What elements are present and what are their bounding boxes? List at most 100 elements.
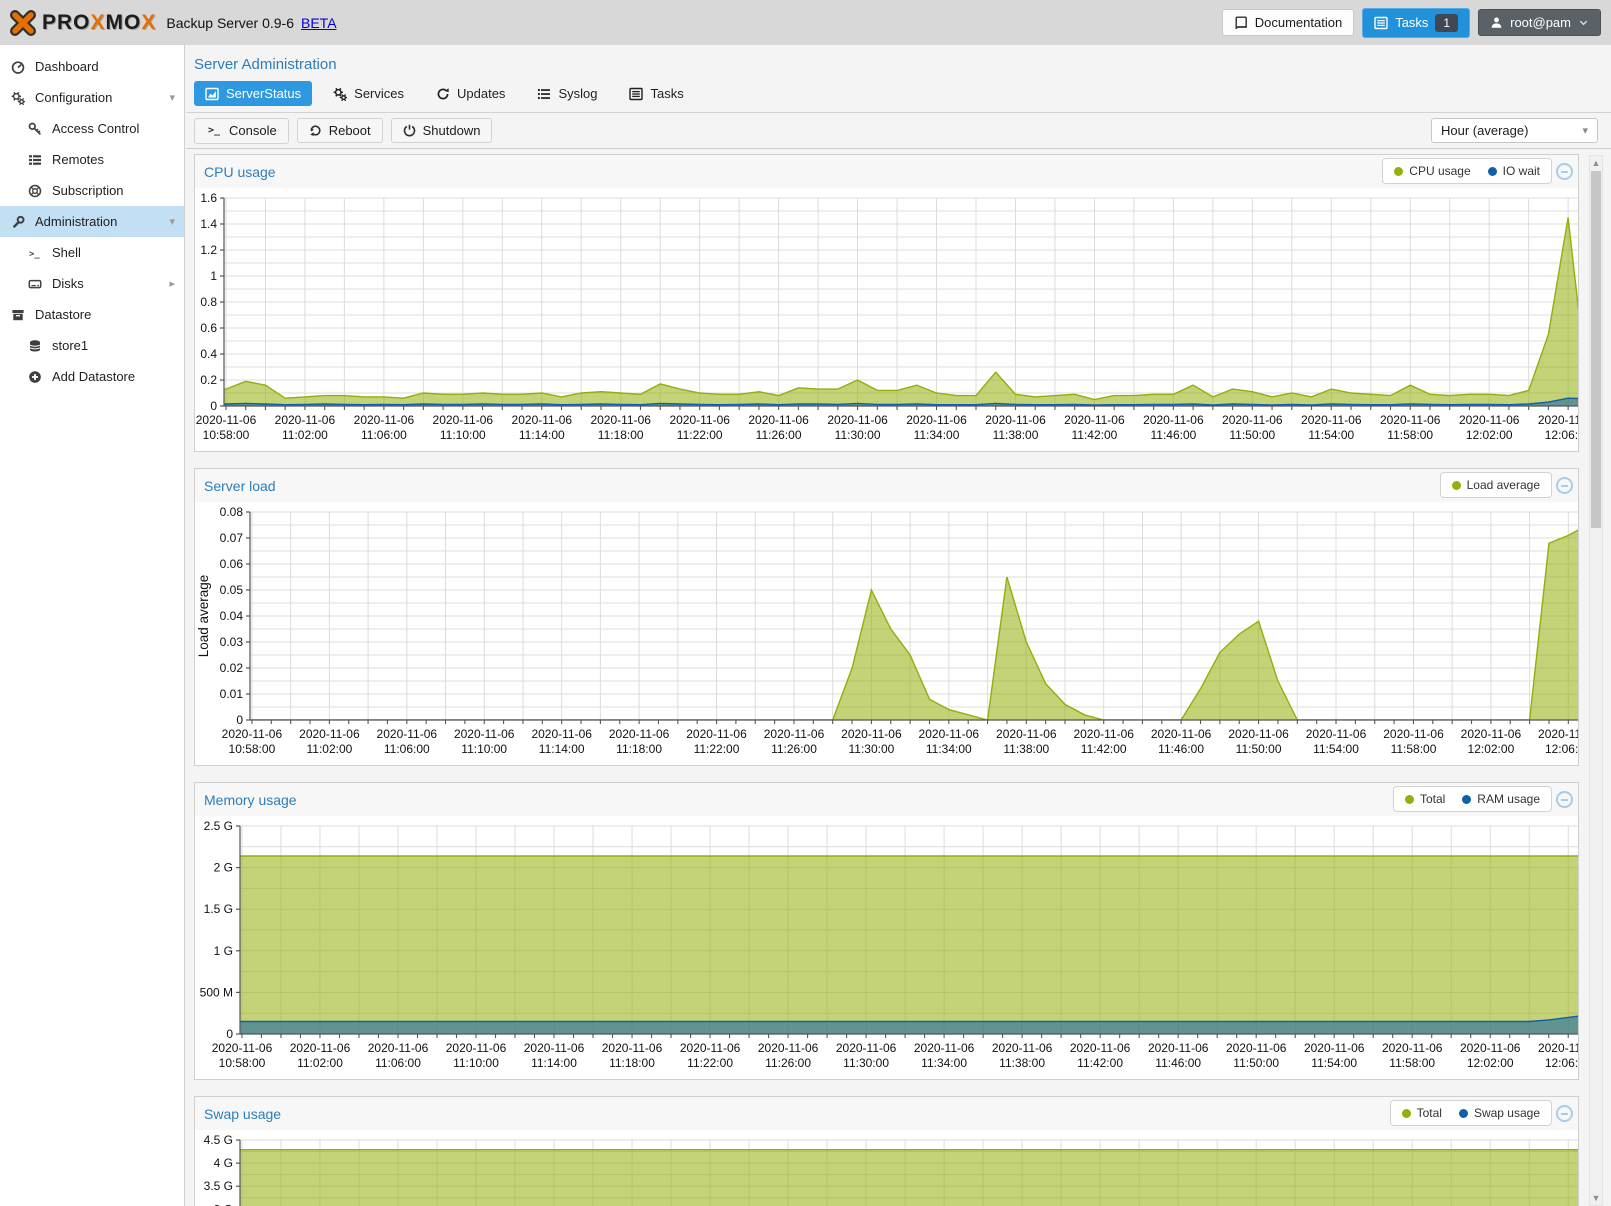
time-range-select[interactable]: Hour (average) ▾ (1431, 118, 1598, 143)
panel-header: CPU usage CPU usage IO wait (195, 155, 1578, 188)
sidebar-item-add-datastore[interactable]: Add Datastore (0, 361, 184, 392)
svg-text:0: 0 (210, 399, 217, 413)
panel-title: Swap usage (204, 1106, 281, 1122)
legend-item[interactable]: Total (1405, 792, 1445, 806)
svg-text:11:42:00: 11:42:00 (1071, 428, 1117, 442)
legend-dot (1462, 795, 1471, 804)
svg-text:1.2: 1.2 (200, 243, 217, 257)
legend-item[interactable]: Swap usage (1459, 1106, 1540, 1120)
sidebar-item-administration[interactable]: Administration▾ (0, 206, 184, 237)
sidebar-item-datastore[interactable]: Datastore (0, 299, 184, 330)
chevron-right-icon[interactable]: ▸ (169, 277, 175, 290)
collapse-panel-icon[interactable] (1556, 163, 1573, 180)
tab-serverstatus[interactable]: ServerStatus (194, 81, 312, 106)
add-datastore-icon (27, 369, 43, 385)
sidebar-item-label: Remotes (52, 152, 104, 167)
documentation-button[interactable]: Documentation (1222, 9, 1354, 36)
sidebar-item-access-control[interactable]: Access Control (0, 113, 184, 144)
panel-title: Memory usage (204, 792, 297, 808)
collapse-panel-icon[interactable] (1556, 477, 1573, 494)
tab-services[interactable]: Services (322, 81, 415, 106)
legend-label: IO wait (1503, 164, 1540, 178)
svg-text:1.4: 1.4 (200, 217, 217, 231)
reboot-button[interactable]: Reboot (297, 118, 383, 143)
scroll-down-arrow[interactable]: ▼ (1590, 1191, 1602, 1205)
beta-link[interactable]: BETA (301, 15, 337, 31)
svg-text:11:06:00: 11:06:00 (384, 742, 430, 756)
svg-text:11:26:00: 11:26:00 (765, 1056, 811, 1070)
chevron-down-icon[interactable]: ▾ (169, 215, 175, 228)
legend-item[interactable]: Total (1402, 1106, 1442, 1120)
gears-icon (333, 87, 347, 101)
legend-item[interactable]: CPU usage (1394, 164, 1470, 178)
svg-text:11:22:00: 11:22:00 (687, 1056, 733, 1070)
legend-dot (1488, 167, 1497, 176)
toolbar: >_ Console Reboot Shutdown Hour (average… (186, 112, 1611, 149)
tab-tasks[interactable]: Tasks (618, 81, 694, 106)
console-button[interactable]: >_ Console (194, 118, 289, 144)
proxmox-x-icon (10, 10, 36, 36)
vertical-scrollbar[interactable]: ▲ ▼ (1589, 155, 1603, 1206)
svg-text:2020-11-06: 2020-11-06 (985, 413, 1046, 427)
product-name: Backup Server 0.9-6 (166, 15, 294, 31)
legend-label: Swap usage (1474, 1106, 1540, 1120)
svg-text:10:58:00: 10:58:00 (203, 428, 250, 442)
store-icon (27, 338, 43, 354)
cpu-usage-panel: CPU usage CPU usage IO wait 00.20.40.60.… (194, 154, 1579, 452)
sidebar-item-remotes[interactable]: Remotes (0, 144, 184, 175)
sidebar-item-label: Subscription (52, 183, 124, 198)
access-control-icon (27, 121, 43, 137)
svg-text:2020-11-06: 2020-11-06 (1538, 413, 1578, 427)
legend-label: Total (1420, 792, 1445, 806)
svg-text:2020-11-06: 2020-11-06 (1222, 413, 1283, 427)
tab-updates[interactable]: Updates (425, 81, 516, 106)
svg-text:0: 0 (236, 713, 243, 727)
collapse-panel-icon[interactable] (1556, 1105, 1573, 1122)
legend-item[interactable]: Load average (1452, 478, 1540, 492)
memory-usage-chart: 0500 M1 G1.5 G2 G2.5 G2020-11-0610:58:00… (195, 816, 1578, 1079)
svg-text:12:02:00: 12:02:00 (1466, 428, 1513, 442)
collapse-panel-icon[interactable] (1556, 791, 1573, 808)
svg-text:11:58:00: 11:58:00 (1387, 428, 1433, 442)
panel-header: Swap usage Total Swap usage (195, 1097, 1578, 1130)
shutdown-button[interactable]: Shutdown (391, 118, 493, 143)
svg-text:11:34:00: 11:34:00 (914, 428, 960, 442)
sidebar-item-subscription[interactable]: Subscription (0, 175, 184, 206)
scroll-up-arrow[interactable]: ▲ (1590, 156, 1602, 170)
legend-item[interactable]: RAM usage (1462, 792, 1540, 806)
sidebar-item-dashboard[interactable]: Dashboard (0, 51, 184, 82)
datastore-icon (10, 307, 26, 323)
svg-text:11:50:00: 11:50:00 (1233, 1056, 1279, 1070)
tab-syslog[interactable]: Syslog (526, 81, 608, 106)
svg-text:11:14:00: 11:14:00 (531, 1056, 577, 1070)
svg-text:2020-11-06: 2020-11-06 (196, 413, 257, 427)
svg-text:12:02:00: 12:02:00 (1467, 1056, 1514, 1070)
svg-text:11:26:00: 11:26:00 (756, 428, 802, 442)
svg-text:2020-11-06: 2020-11-06 (1461, 727, 1522, 741)
user-menu-button[interactable]: root@pam (1478, 9, 1601, 36)
svg-text:2020-11-06: 2020-11-06 (1538, 727, 1578, 741)
legend-item[interactable]: IO wait (1488, 164, 1540, 178)
svg-text:2020-11-06: 2020-11-06 (602, 1041, 663, 1055)
svg-text:2020-11-06: 2020-11-06 (758, 1041, 819, 1055)
svg-text:2020-11-06: 2020-11-06 (377, 727, 438, 741)
sidebar-item-disks[interactable]: Disks▸ (0, 268, 184, 299)
sidebar-item-configuration[interactable]: Configuration ▾ (0, 82, 184, 113)
svg-text:2020-11-06: 2020-11-06 (212, 1041, 273, 1055)
svg-text:1: 1 (210, 269, 217, 283)
sidebar-item-store1[interactable]: store1 (0, 330, 184, 361)
svg-text:12:02:00: 12:02:00 (1468, 742, 1515, 756)
svg-text:2020-11-06: 2020-11-06 (531, 727, 592, 741)
svg-text:11:10:00: 11:10:00 (440, 428, 486, 442)
chart-legend: Total Swap usage (1390, 1100, 1552, 1126)
svg-text:2020-11-06: 2020-11-06 (446, 1041, 507, 1055)
chart-legend: Load average (1440, 472, 1552, 498)
svg-text:10:58:00: 10:58:00 (229, 742, 276, 756)
chevron-down-icon[interactable]: ▾ (169, 91, 175, 104)
tasks-button[interactable]: Tasks 1 (1362, 8, 1470, 38)
svg-text:2020-11-06: 2020-11-06 (299, 727, 360, 741)
scrollbar-thumb[interactable] (1591, 171, 1601, 528)
svg-text:11:50:00: 11:50:00 (1229, 428, 1275, 442)
sidebar-item-label: Configuration (35, 90, 112, 105)
sidebar-item-shell[interactable]: >_Shell (0, 237, 184, 268)
